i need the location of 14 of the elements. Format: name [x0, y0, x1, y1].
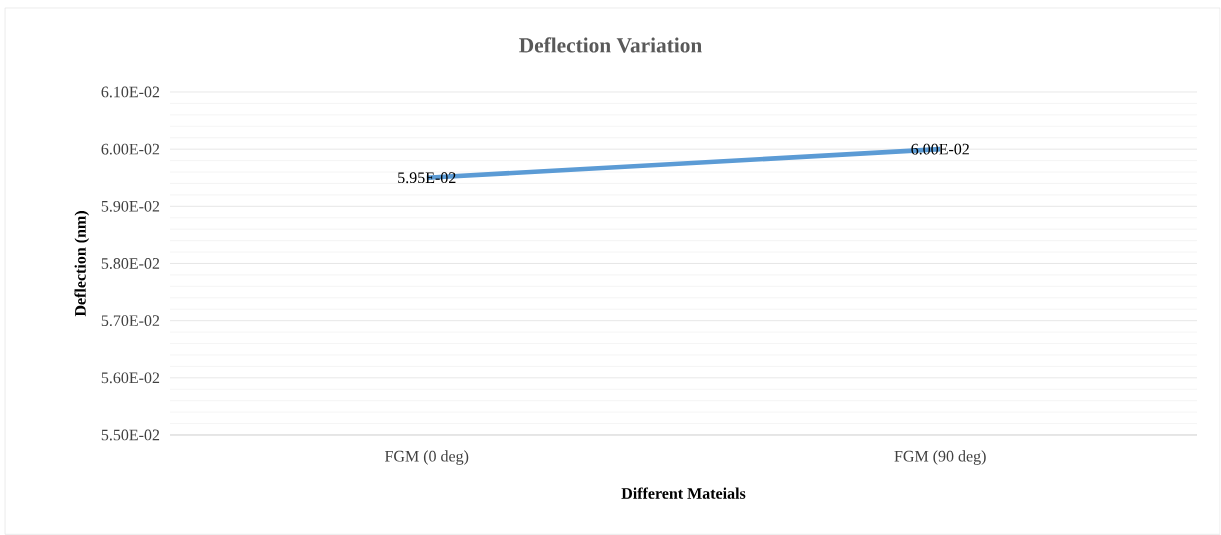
y-tick-label: 5.80E-02 — [101, 258, 160, 269]
chart-title: Deflection Variation — [519, 37, 702, 53]
x-tick-label: FGM (0 deg) — [385, 450, 469, 465]
y-tick-label: 5.90E-02 — [101, 200, 160, 212]
y-axis-title: Deflection (nm) — [74, 211, 90, 317]
data-label: 5.95E-02 — [398, 172, 456, 184]
y-tick-label: 5.60E-02 — [101, 372, 160, 384]
x-axis-title: Different Mateials — [621, 487, 746, 499]
data-label: 6.00E-02 — [911, 143, 969, 155]
y-tick-label: 6.00E-02 — [101, 143, 160, 155]
y-tick-label: 5.50E-02 — [101, 429, 160, 441]
y-tick-label: 5.70E-02 — [101, 315, 160, 327]
y-tick-label: 6.10E-02 — [101, 86, 160, 98]
x-tick-label: FGM (90 deg) — [894, 450, 986, 465]
